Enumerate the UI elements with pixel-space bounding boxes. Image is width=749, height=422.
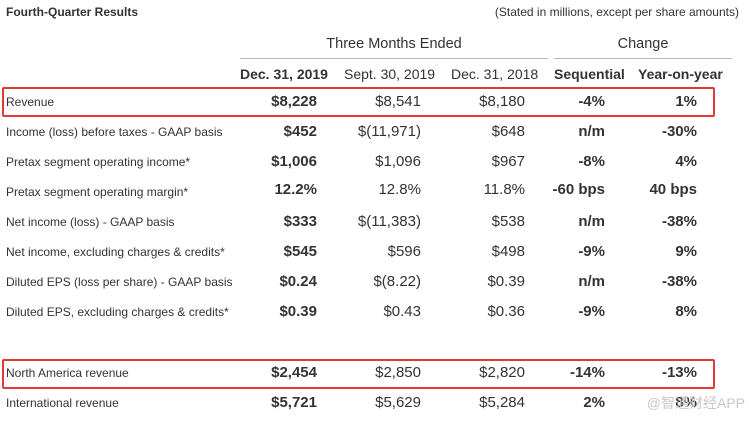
cell-dec-2019: 12.2% (274, 181, 317, 198)
cell-sequential: n/m (578, 213, 605, 230)
cell-sequential: -8% (578, 153, 605, 170)
column-header-year-on-year: Year-on-year (638, 66, 723, 82)
cell-dec-2019: $2,454 (271, 364, 317, 381)
cell-dec-2019: $0.24 (279, 273, 317, 290)
cell-sept-2019: $2,850 (375, 364, 421, 381)
cell-sept-2019: $(8.22) (373, 273, 421, 290)
cell-dec-2019: $5,721 (271, 394, 317, 411)
units-note: (Stated in millions, except per share am… (494, 5, 739, 19)
cell-dec-2018: $0.36 (487, 303, 525, 320)
cell-year-on-year: 1% (675, 93, 697, 110)
cell-sequential: -9% (578, 303, 605, 320)
cell-year-on-year: 8% (675, 303, 697, 320)
column-header-sept-2019: Sept. 30, 2019 (344, 66, 436, 82)
row-label: North America revenue (6, 366, 129, 380)
highlight-box-north-america-revenue (2, 359, 715, 389)
cell-sept-2019: $8,541 (375, 93, 421, 110)
cell-dec-2018: $8,180 (479, 93, 525, 110)
group-rule-three-months (240, 58, 548, 59)
cell-dec-2018: $538 (491, 213, 525, 230)
cell-year-on-year: -38% (661, 213, 697, 230)
cell-sequential: -9% (578, 243, 605, 260)
group-rule-change (554, 58, 732, 59)
highlight-box-revenue (2, 87, 715, 117)
row-label: Pretax segment operating income* (6, 155, 191, 169)
column-header-dec-2019: Dec. 31, 2019 (240, 66, 328, 82)
cell-sequential: -60 bps (552, 181, 605, 198)
cell-year-on-year: 9% (675, 243, 697, 260)
cell-sept-2019: $5,629 (375, 394, 421, 411)
table-title: Fourth-Quarter Results (6, 5, 139, 19)
cell-dec-2019: $1,006 (271, 153, 317, 170)
cell-dec-2018: $2,820 (479, 364, 525, 381)
cell-year-on-year: 40 bps (649, 181, 697, 198)
cell-year-on-year: 8% (675, 394, 697, 411)
cell-sequential: -14% (569, 364, 605, 381)
cell-sept-2019: $(11,971) (357, 123, 421, 140)
cell-sequential: -4% (578, 93, 605, 110)
row-label: Net income (loss) - GAAP basis (6, 215, 175, 229)
row-label: Diluted EPS, excluding charges & credits… (6, 305, 229, 319)
row-label: International revenue (6, 396, 119, 410)
cell-dec-2019: $8,228 (271, 93, 317, 110)
column-header-dec-2018: Dec. 31, 2018 (451, 66, 539, 82)
cell-year-on-year: -13% (661, 364, 697, 381)
row-label: Pretax segment operating margin* (6, 185, 189, 199)
cell-dec-2019: $545 (283, 243, 317, 260)
cell-dec-2018: 11.8% (483, 181, 525, 198)
cell-year-on-year: 4% (675, 153, 697, 170)
cell-sept-2019: 12.8% (378, 181, 421, 198)
cell-sequential: n/m (578, 273, 605, 290)
cell-sept-2019: $596 (387, 243, 421, 260)
row-label: Diluted EPS (loss per share) - GAAP basi… (6, 275, 233, 289)
cell-sequential: n/m (578, 123, 605, 140)
cell-dec-2018: $498 (491, 243, 525, 260)
cell-dec-2019: $333 (283, 213, 317, 230)
cell-year-on-year: -30% (661, 123, 697, 140)
watermark: @智通财经APP (646, 395, 745, 411)
cell-sept-2019: $(11,383) (357, 213, 421, 230)
cell-sequential: 2% (583, 394, 605, 411)
row-label: Net income, excluding charges & credits* (6, 245, 225, 259)
cell-sept-2019: $0.43 (383, 303, 421, 320)
cell-sept-2019: $1,096 (375, 153, 421, 170)
group-header-three-months: Three Months Ended (326, 36, 462, 52)
cell-dec-2018: $648 (491, 123, 525, 140)
cell-dec-2018: $967 (491, 153, 525, 170)
column-header-sequential: Sequential (554, 66, 625, 82)
cell-dec-2018: $5,284 (479, 394, 525, 411)
row-label: Revenue (6, 95, 55, 109)
cell-dec-2018: $0.39 (487, 273, 525, 290)
row-label: Income (loss) before taxes - GAAP basis (6, 125, 223, 139)
cell-dec-2019: $452 (283, 123, 317, 140)
group-header-change: Change (617, 36, 669, 52)
cell-dec-2019: $0.39 (279, 303, 317, 320)
cell-year-on-year: -38% (661, 273, 697, 290)
